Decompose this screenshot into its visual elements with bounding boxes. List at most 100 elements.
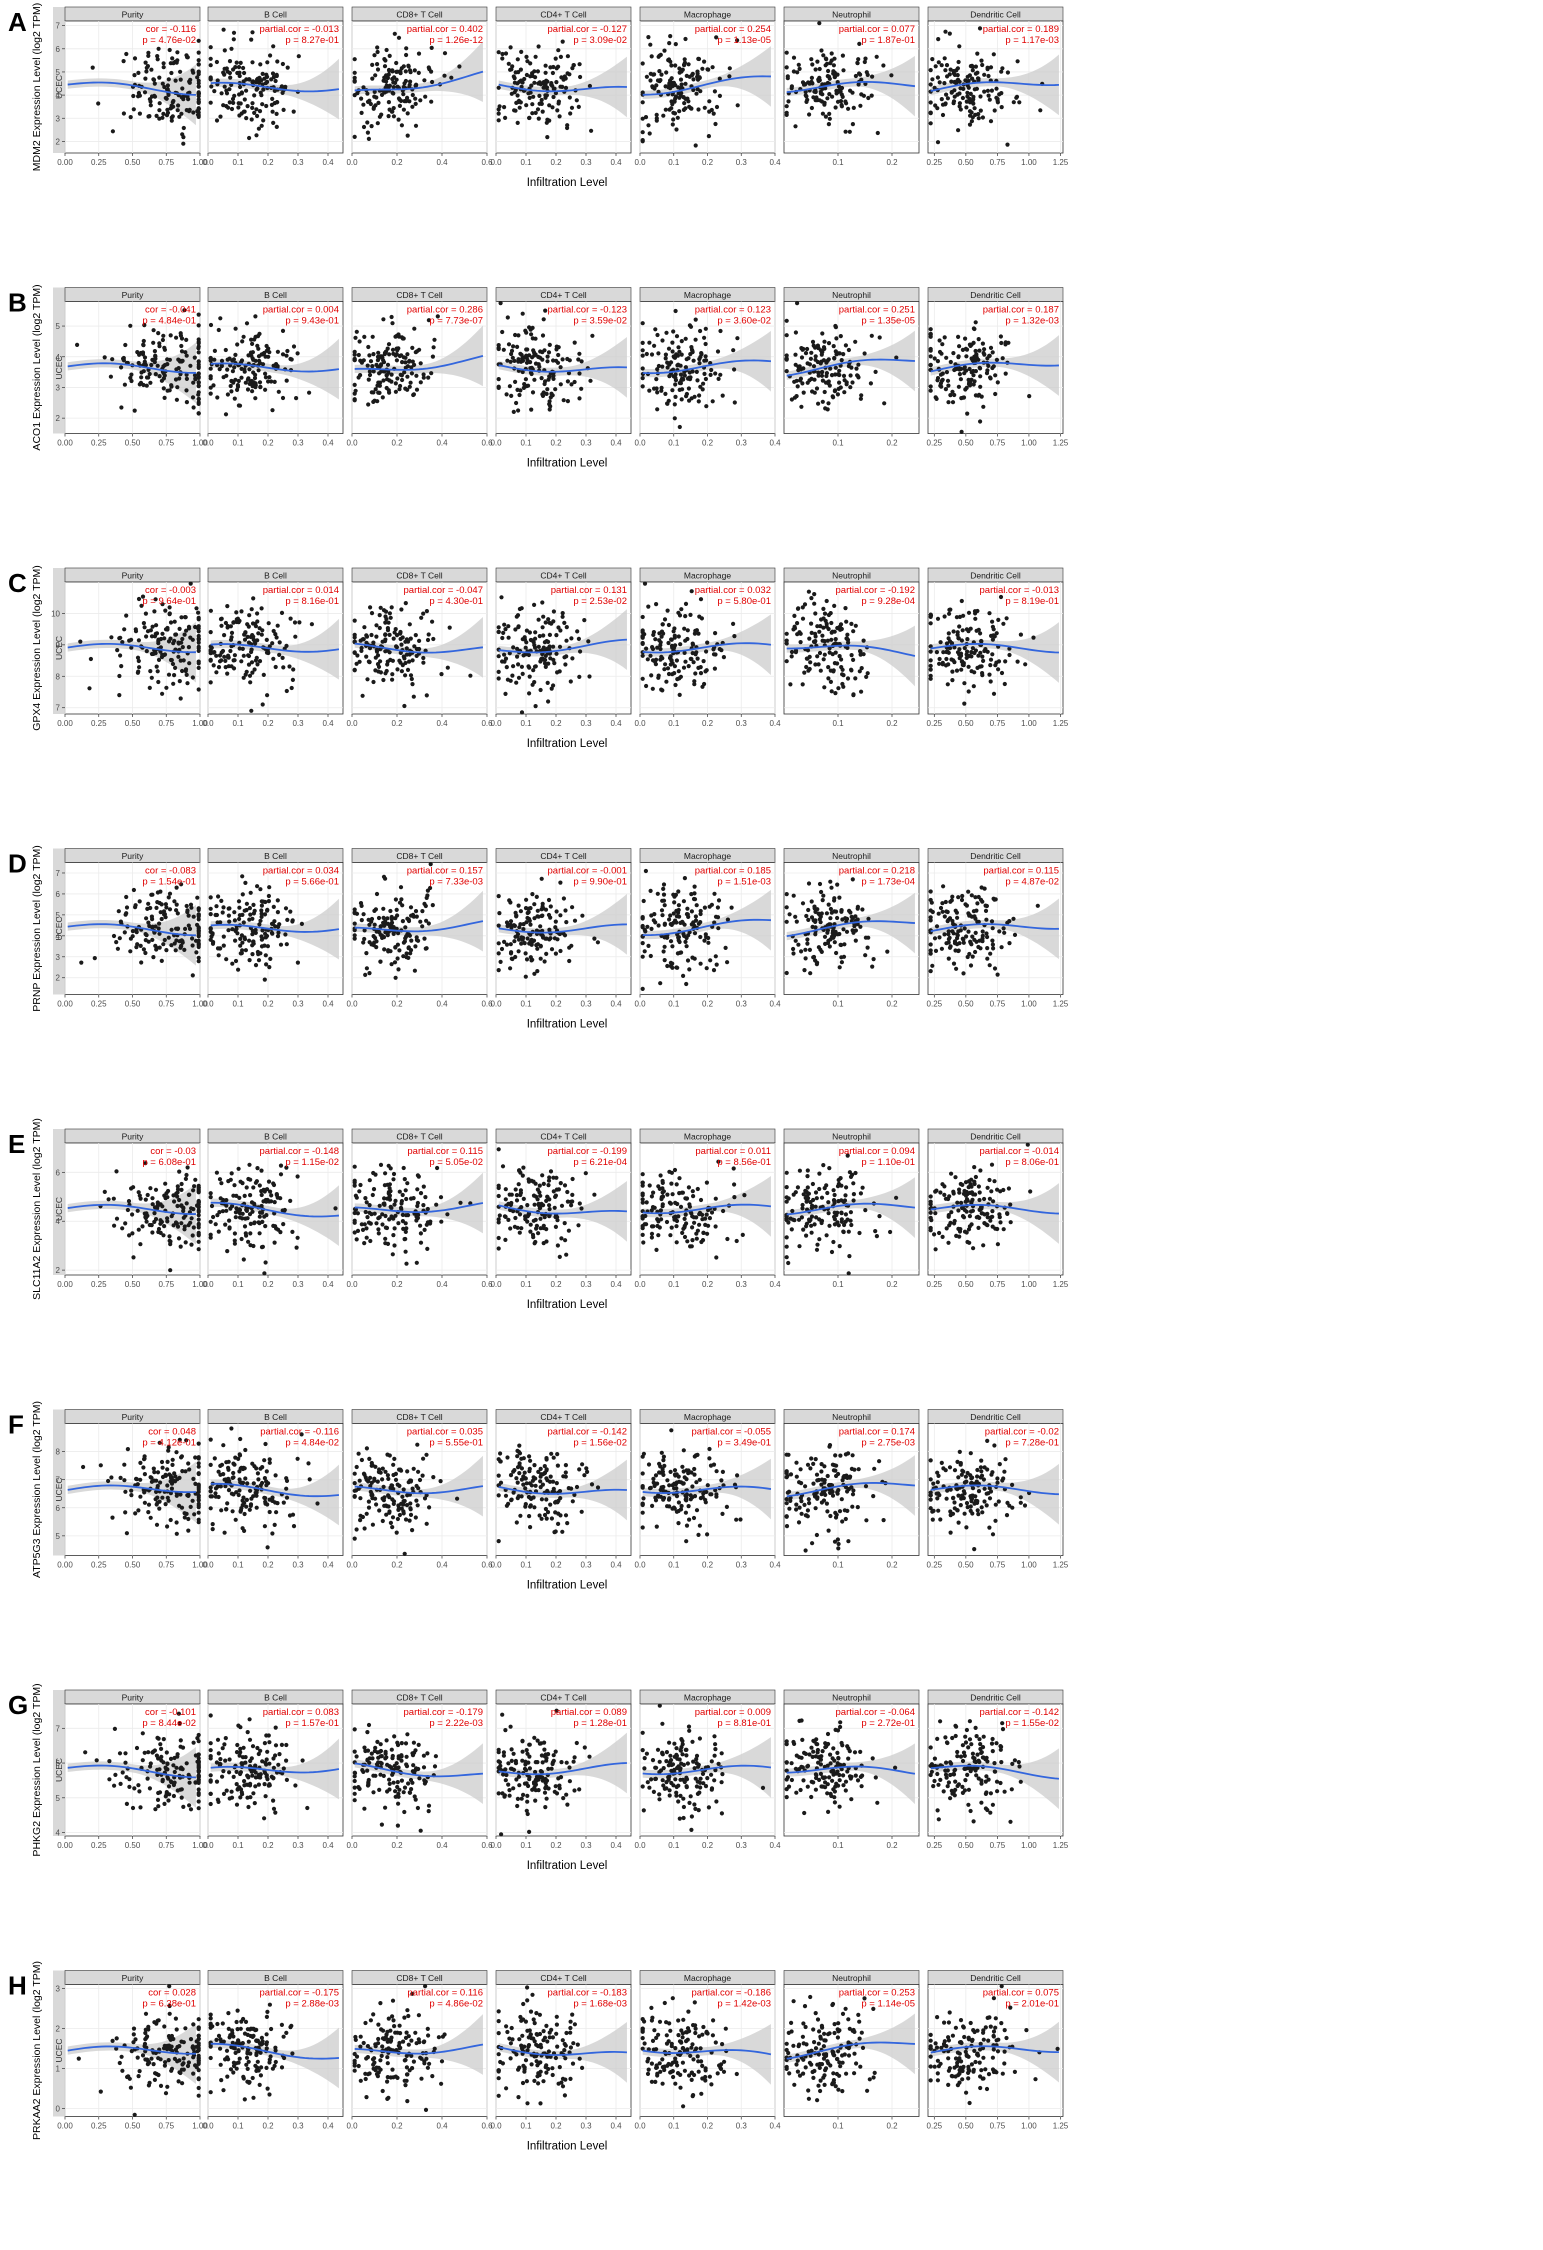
data-point	[673, 682, 678, 688]
data-point	[468, 673, 473, 678]
data-point	[670, 961, 675, 966]
data-point	[520, 671, 525, 677]
data-point	[546, 617, 551, 622]
data-point	[412, 362, 417, 367]
data-point	[863, 953, 868, 958]
data-point	[226, 913, 231, 918]
data-point	[957, 614, 963, 620]
y-axis-label: ACO1 Expression Level (log2 TPM)	[31, 284, 43, 450]
data-point	[784, 353, 789, 358]
data-point	[995, 380, 1000, 385]
data-point	[366, 402, 371, 407]
data-point	[835, 882, 840, 887]
data-point	[496, 654, 501, 659]
data-point	[255, 611, 260, 616]
data-point	[225, 671, 230, 676]
data-point	[1000, 66, 1005, 71]
data-point	[283, 906, 289, 911]
data-point	[547, 937, 552, 942]
data-point	[986, 93, 991, 98]
data-point	[118, 635, 123, 640]
data-point	[822, 934, 828, 939]
data-point	[825, 80, 830, 86]
data-point	[668, 86, 673, 91]
data-point	[820, 378, 826, 383]
data-point	[116, 909, 121, 914]
data-point	[253, 396, 258, 401]
data-point	[196, 912, 201, 917]
data-point	[400, 377, 405, 383]
x-tick-label: 0.2	[886, 439, 898, 448]
data-point	[784, 641, 789, 646]
data-point	[147, 685, 152, 691]
data-point	[414, 937, 419, 943]
data-point	[122, 627, 127, 632]
data-point	[966, 629, 971, 634]
x-tick-label: 0.25	[91, 719, 107, 728]
data-point	[667, 917, 672, 922]
data-point	[651, 630, 657, 635]
data-point	[229, 389, 234, 394]
data-point	[253, 334, 258, 339]
data-point	[819, 889, 824, 895]
data-point	[544, 78, 549, 83]
data-point	[408, 79, 413, 84]
data-point	[982, 648, 987, 654]
data-point	[732, 634, 737, 639]
data-point	[368, 359, 374, 364]
data-point	[391, 925, 396, 930]
data-point	[360, 637, 365, 642]
data-point	[257, 659, 263, 664]
data-point	[159, 958, 164, 964]
data-point	[950, 894, 955, 899]
data-point	[977, 664, 983, 669]
data-point	[947, 935, 952, 940]
data-point	[940, 662, 945, 667]
data-point	[683, 601, 689, 607]
x-tick-label: 0.3	[736, 158, 748, 167]
side-strip	[53, 568, 65, 714]
data-point	[811, 364, 817, 369]
data-point	[157, 108, 162, 113]
data-point	[156, 331, 161, 336]
data-point	[168, 333, 173, 338]
data-point	[261, 87, 266, 92]
data-point	[947, 639, 953, 644]
data-point	[214, 904, 219, 909]
data-point	[961, 971, 966, 976]
data-point	[540, 350, 545, 355]
data-point	[352, 618, 357, 623]
data-point	[238, 84, 243, 90]
data-point	[574, 98, 579, 103]
data-point	[869, 93, 874, 98]
data-point	[704, 668, 709, 673]
data-point	[938, 372, 944, 377]
data-point	[162, 84, 167, 90]
point-cloud	[208, 27, 301, 141]
data-point	[732, 367, 737, 372]
x-tick-label: 0.4	[436, 439, 448, 448]
data-point	[671, 329, 676, 334]
x-tick-label: 0.6	[481, 158, 493, 167]
data-point	[236, 101, 241, 106]
data-point	[826, 357, 831, 362]
data-point	[828, 679, 834, 685]
data-point	[496, 625, 501, 630]
data-point	[163, 608, 168, 613]
data-point	[230, 961, 235, 966]
p-value-annotation: p = 1.87e-01	[861, 35, 915, 46]
data-point	[681, 899, 687, 904]
x-tick-label: 0.3	[580, 719, 592, 728]
data-point	[144, 69, 149, 74]
data-point	[652, 386, 657, 391]
data-point	[179, 349, 185, 354]
data-point	[169, 658, 174, 663]
data-point	[813, 354, 818, 359]
x-tick-label: 0.0	[202, 1000, 214, 1009]
data-point	[196, 648, 201, 654]
data-point	[850, 380, 855, 385]
data-point	[960, 95, 966, 101]
